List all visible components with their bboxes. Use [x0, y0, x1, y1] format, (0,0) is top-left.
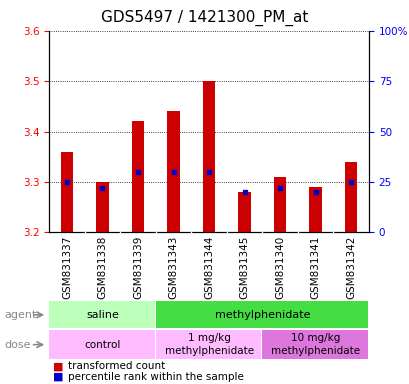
- Text: 10 mg/kg
methylphenidate: 10 mg/kg methylphenidate: [270, 333, 360, 356]
- Text: GSM831343: GSM831343: [168, 236, 178, 299]
- Bar: [49, 330, 155, 359]
- Text: 1 mg/kg
methylphenidate: 1 mg/kg methylphenidate: [164, 333, 253, 356]
- Text: GSM831341: GSM831341: [310, 236, 320, 299]
- Text: GSM831342: GSM831342: [345, 236, 355, 299]
- Text: GSM831337: GSM831337: [62, 236, 72, 299]
- Bar: [202, 81, 215, 232]
- Text: GDS5497 / 1421300_PM_at: GDS5497 / 1421300_PM_at: [101, 10, 308, 26]
- Text: agent: agent: [4, 310, 36, 320]
- Text: methylphenidate: methylphenidate: [214, 310, 309, 320]
- Bar: [309, 187, 321, 232]
- Bar: [132, 121, 144, 232]
- Text: percentile rank within the sample: percentile rank within the sample: [67, 372, 243, 382]
- Text: GSM831338: GSM831338: [97, 236, 107, 299]
- Text: transformed count: transformed count: [67, 361, 164, 371]
- Bar: [167, 111, 179, 232]
- Text: GSM831344: GSM831344: [204, 236, 213, 299]
- Bar: [273, 177, 285, 232]
- Text: control: control: [84, 339, 120, 350]
- Bar: [238, 192, 250, 232]
- Bar: [155, 301, 367, 328]
- Bar: [49, 301, 155, 328]
- Text: saline: saline: [86, 310, 119, 320]
- Bar: [96, 182, 108, 232]
- Bar: [155, 330, 261, 359]
- Bar: [61, 152, 73, 232]
- Text: ■: ■: [53, 372, 64, 382]
- Text: GSM831340: GSM831340: [274, 236, 285, 299]
- Bar: [262, 330, 367, 359]
- Bar: [344, 162, 357, 232]
- Text: dose: dose: [4, 339, 31, 350]
- Text: GSM831345: GSM831345: [239, 236, 249, 299]
- Text: ■: ■: [53, 361, 64, 371]
- Text: GSM831339: GSM831339: [133, 236, 143, 299]
